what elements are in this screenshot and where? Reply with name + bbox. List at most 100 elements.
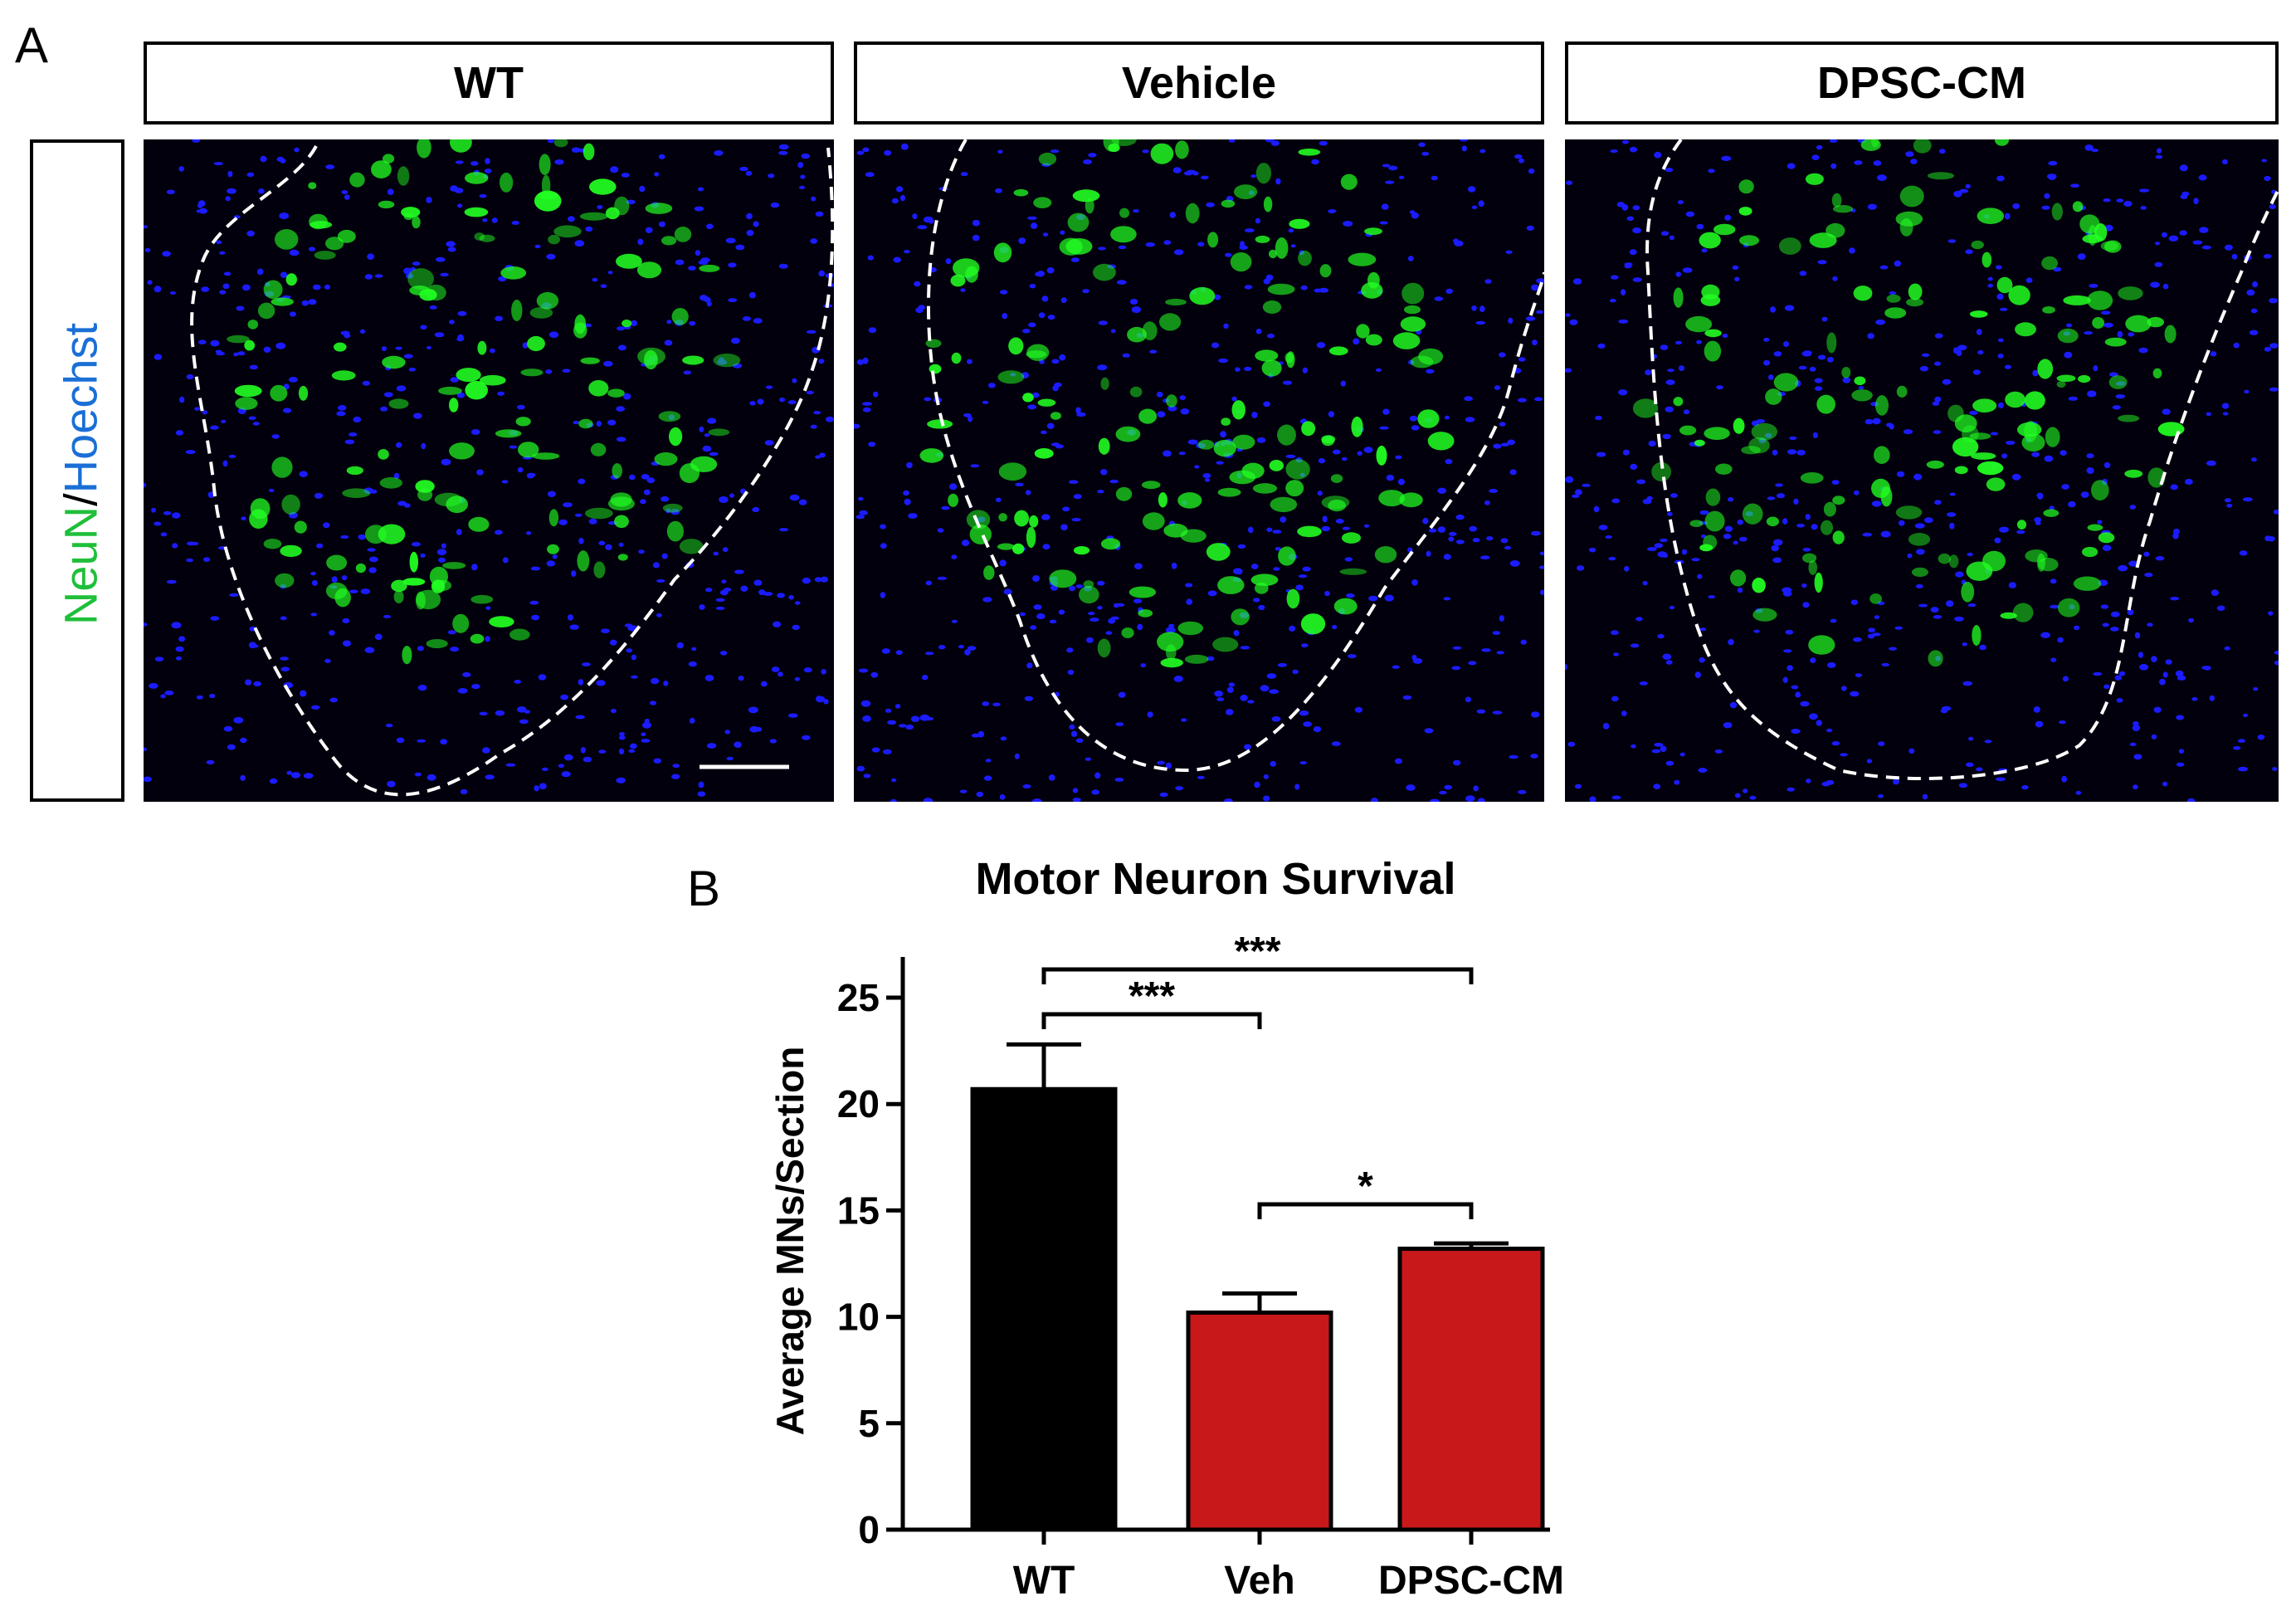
- nucleus-dot: [1266, 673, 1277, 679]
- neuron-cell: [1267, 283, 1295, 295]
- neuron-cell: [1268, 249, 1278, 259]
- nucleus-dot: [968, 416, 973, 422]
- nucleus-dot: [1701, 248, 1708, 253]
- neuron-cell: [2016, 520, 2027, 530]
- nucleus-dot: [2084, 331, 2093, 335]
- nucleus-dot: [1576, 565, 1585, 571]
- nucleus-dot: [1165, 762, 1172, 769]
- nucleus-dot: [1481, 648, 1491, 652]
- nucleus-dot: [1518, 789, 1527, 794]
- nucleus-dot: [1763, 337, 1770, 342]
- nucleus-dot: [471, 684, 480, 690]
- nucleus-dot: [1041, 514, 1051, 520]
- nucleus-dot: [688, 661, 697, 667]
- nucleus-dot: [1318, 457, 1325, 464]
- nucleus-dot: [661, 553, 668, 559]
- nucleus-dot: [1411, 425, 1420, 431]
- nucleus-dot: [1183, 171, 1193, 176]
- nucleus-dot: [1085, 757, 1091, 761]
- nucleus-dot: [2187, 798, 2196, 802]
- nucleus-dot: [447, 630, 456, 635]
- neuron-cell: [1376, 445, 1387, 466]
- nucleus-dot: [286, 770, 293, 775]
- nucleus-dot: [222, 283, 230, 290]
- nucleus-dot: [381, 346, 387, 352]
- neuron-cell: [547, 544, 559, 554]
- nucleus-dot: [1850, 599, 1859, 605]
- nucleus-dot: [1211, 342, 1220, 349]
- neuron-cell: [1221, 199, 1236, 208]
- nucleus-dot: [1346, 593, 1355, 598]
- nucleus-dot: [360, 588, 371, 594]
- nucleus-dot: [658, 154, 665, 159]
- nucleus-dot: [1472, 538, 1480, 543]
- nucleus-dot: [154, 286, 162, 293]
- nucleus-dot: [314, 492, 324, 499]
- nucleus-dot: [248, 416, 256, 421]
- nucleus-dot: [665, 508, 671, 514]
- nucleus-dot: [967, 646, 977, 651]
- nucleus-dot: [702, 445, 712, 452]
- neuron-cell: [379, 477, 402, 489]
- nucleus-dot: [1569, 319, 1578, 325]
- neuron-cell: [1321, 436, 1334, 447]
- nucleus-dot: [715, 606, 725, 610]
- nucleus-dot: [1626, 216, 1635, 222]
- nucleus-dot: [1214, 691, 1223, 697]
- neuron-cell: [1115, 486, 1133, 501]
- nucleus-dot: [1923, 517, 1933, 524]
- nucleus-dot: [1802, 602, 1810, 608]
- neuron-cell: [1050, 412, 1061, 420]
- nucleus-dot: [427, 774, 436, 781]
- nucleus-dot: [2180, 194, 2188, 199]
- neuron-cell: [1673, 287, 1684, 308]
- nucleus-dot: [631, 675, 638, 679]
- nucleus-dot: [1810, 657, 1816, 663]
- nucleus-dot: [1722, 333, 1728, 339]
- nucleus-dot: [1518, 357, 1526, 362]
- neuron-cell: [1286, 351, 1295, 369]
- nucleus-dot: [1729, 701, 1738, 709]
- nucleus-dot: [728, 262, 737, 268]
- nucleus-dot: [1677, 200, 1684, 205]
- nucleus-dot: [341, 190, 349, 194]
- nucleus-dot: [1083, 159, 1092, 164]
- nucleus-dot: [1239, 245, 1248, 250]
- neuron-cell: [2082, 234, 2103, 244]
- nucleus-dot: [1783, 649, 1792, 653]
- nucleus-dot: [2242, 497, 2253, 502]
- nucleus-dot: [2203, 666, 2211, 671]
- neuron-cell: [2024, 421, 2037, 442]
- nucleus-dot: [1465, 417, 1475, 422]
- nucleus-dot: [2231, 253, 2238, 260]
- nucleus-dot: [1787, 163, 1796, 169]
- nucleus-dot: [1504, 545, 1512, 550]
- nucleus-dot: [2176, 762, 2185, 767]
- neuron-cell: [1230, 252, 1252, 272]
- nucleus-dot: [561, 771, 571, 778]
- neuron-cell: [1115, 426, 1141, 442]
- nucleus-dot: [2162, 781, 2168, 787]
- nucleus-dot: [560, 694, 568, 701]
- nucleus-dot: [881, 648, 890, 654]
- nucleus-dot: [971, 733, 981, 738]
- nucleus-dot: [417, 685, 427, 691]
- nucleus-dot: [2046, 173, 2057, 179]
- neuron-cell: [1752, 578, 1766, 593]
- nucleus-dot: [719, 651, 728, 656]
- nucleus-dot: [1266, 333, 1275, 339]
- nucleus-dot: [1042, 232, 1049, 237]
- nucleus-dot: [2159, 678, 2166, 686]
- nucleus-dot: [1040, 430, 1047, 434]
- nucleus-dot: [2150, 281, 2160, 288]
- neuron-cell: [1297, 525, 1322, 538]
- nucleus-dot: [890, 778, 897, 783]
- nucleus-dot: [368, 567, 377, 574]
- nucleus-dot: [1258, 604, 1265, 611]
- neuron-cell: [1142, 512, 1165, 530]
- nucleus-dot: [1565, 368, 1572, 373]
- neuron-cell: [452, 613, 470, 633]
- neuron-cell: [708, 428, 730, 437]
- nucleus-dot: [904, 498, 911, 505]
- column-header-dpsc-cm: DPSC-CM: [1565, 41, 2279, 124]
